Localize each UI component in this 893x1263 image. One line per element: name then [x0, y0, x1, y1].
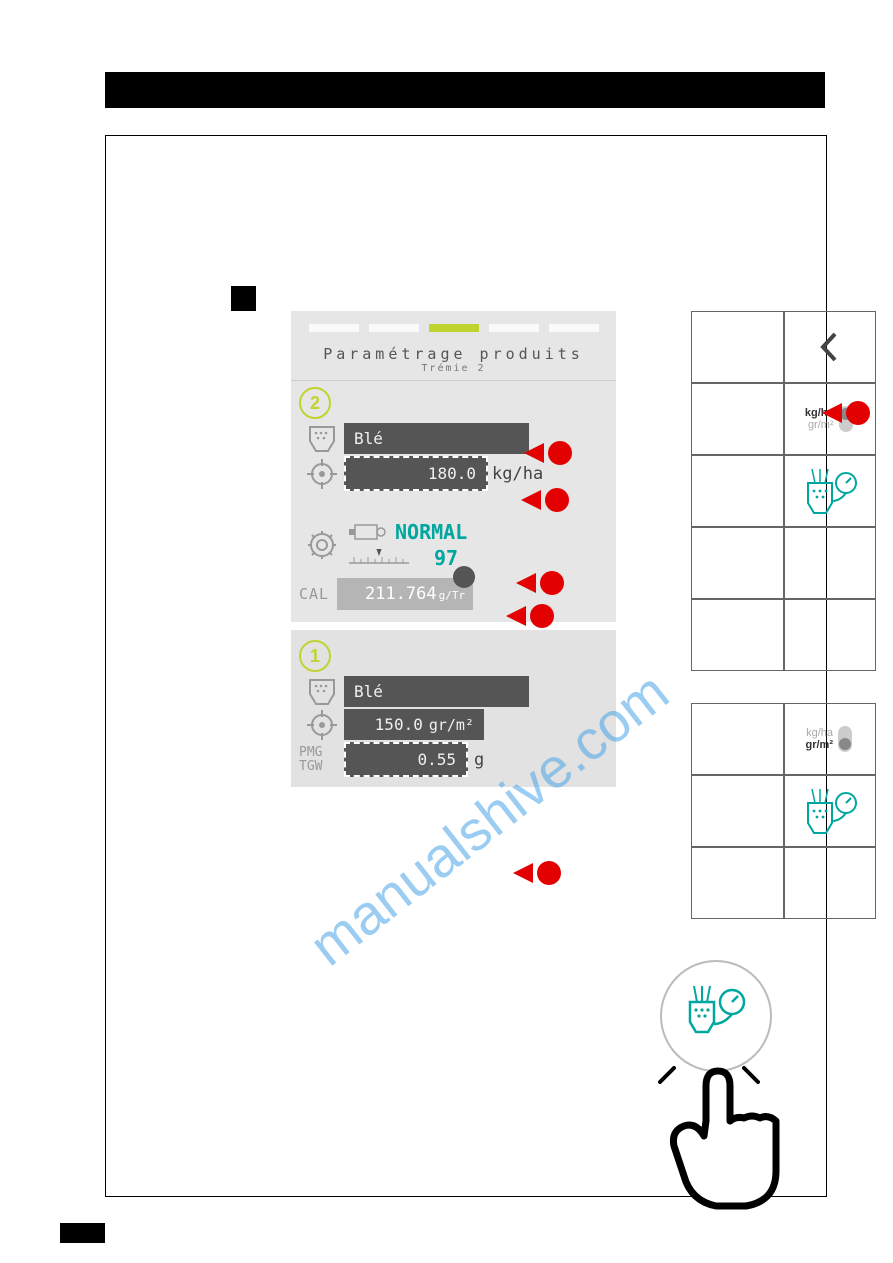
mode-value[interactable]: NORMAL: [395, 520, 467, 544]
hopper-icon: [299, 425, 344, 453]
rate-unit: gr/m²: [429, 716, 474, 734]
side-cell: [691, 383, 784, 455]
side-cell: [691, 775, 784, 847]
callout-marker: [516, 571, 564, 595]
side-cell: [784, 599, 877, 671]
side-cell: [691, 847, 784, 919]
scale-value[interactable]: 97: [434, 546, 458, 570]
motor-icon: [349, 521, 387, 543]
pmg-label: PMG TGW: [299, 746, 344, 774]
product-field[interactable]: Blé: [344, 676, 529, 707]
side-cell: [691, 311, 784, 383]
side-buttons-1: kg/ha gr/m²: [691, 311, 876, 671]
side-cell: [691, 527, 784, 599]
screen-title: Paramétrage produits: [291, 345, 616, 363]
page-number: [60, 1223, 105, 1243]
tab[interactable]: [369, 324, 419, 332]
rate-field[interactable]: 150.0: [375, 715, 423, 734]
rate-field[interactable]: 180.0: [344, 456, 488, 491]
screen-hopper-2: Paramétrage produits Trémie 2 2 Blé 180.…: [291, 311, 616, 622]
tap-gesture-icon: [596, 956, 796, 1221]
tab[interactable]: [309, 324, 359, 332]
rate-unit: kg/ha: [492, 464, 543, 484]
callout-marker: [506, 604, 554, 628]
calibration-button[interactable]: [784, 775, 877, 847]
side-cell: [784, 847, 877, 919]
pmg-field[interactable]: 0.55: [344, 742, 468, 777]
tab[interactable]: [549, 324, 599, 332]
gear-icon: [299, 529, 344, 561]
target-icon: [299, 459, 344, 489]
content-frame: Paramétrage produits Trémie 2 2 Blé 180.…: [105, 135, 827, 1197]
callout-marker: [524, 441, 572, 465]
product-field[interactable]: Blé: [344, 423, 529, 454]
side-cell: [691, 455, 784, 527]
screen-subtitle: Trémie 2: [291, 363, 616, 374]
cal-field: 211.764g/Tr: [337, 578, 473, 610]
side-cell: [691, 703, 784, 775]
header-bar: [105, 72, 825, 108]
callout-marker: [822, 401, 870, 425]
callout-marker: [513, 861, 561, 885]
ruler-icon: [349, 549, 409, 567]
hopper-number: 2: [299, 387, 331, 419]
side-cell: [784, 527, 877, 599]
section-marker: [231, 286, 256, 311]
screen-hopper-1: 1 Blé 150.0 gr/m² PMG TGW 0.55 g: [291, 630, 616, 787]
cal-label: CAL: [299, 585, 329, 603]
tab-active[interactable]: [429, 324, 479, 332]
tab-bar: [291, 311, 616, 339]
tab[interactable]: [489, 324, 539, 332]
hopper-icon: [299, 678, 344, 706]
callout-marker: [521, 488, 569, 512]
side-cell: [691, 599, 784, 671]
back-button[interactable]: [784, 311, 877, 383]
target-icon: [299, 710, 344, 740]
calibration-button[interactable]: [784, 455, 877, 527]
side-buttons-2: kg/ha gr/m²: [691, 703, 876, 919]
unit-toggle-button[interactable]: kg/ha gr/m²: [784, 703, 877, 775]
hopper-number: 1: [299, 640, 331, 672]
cal-icon: [453, 566, 475, 588]
pmg-unit: g: [474, 750, 484, 770]
